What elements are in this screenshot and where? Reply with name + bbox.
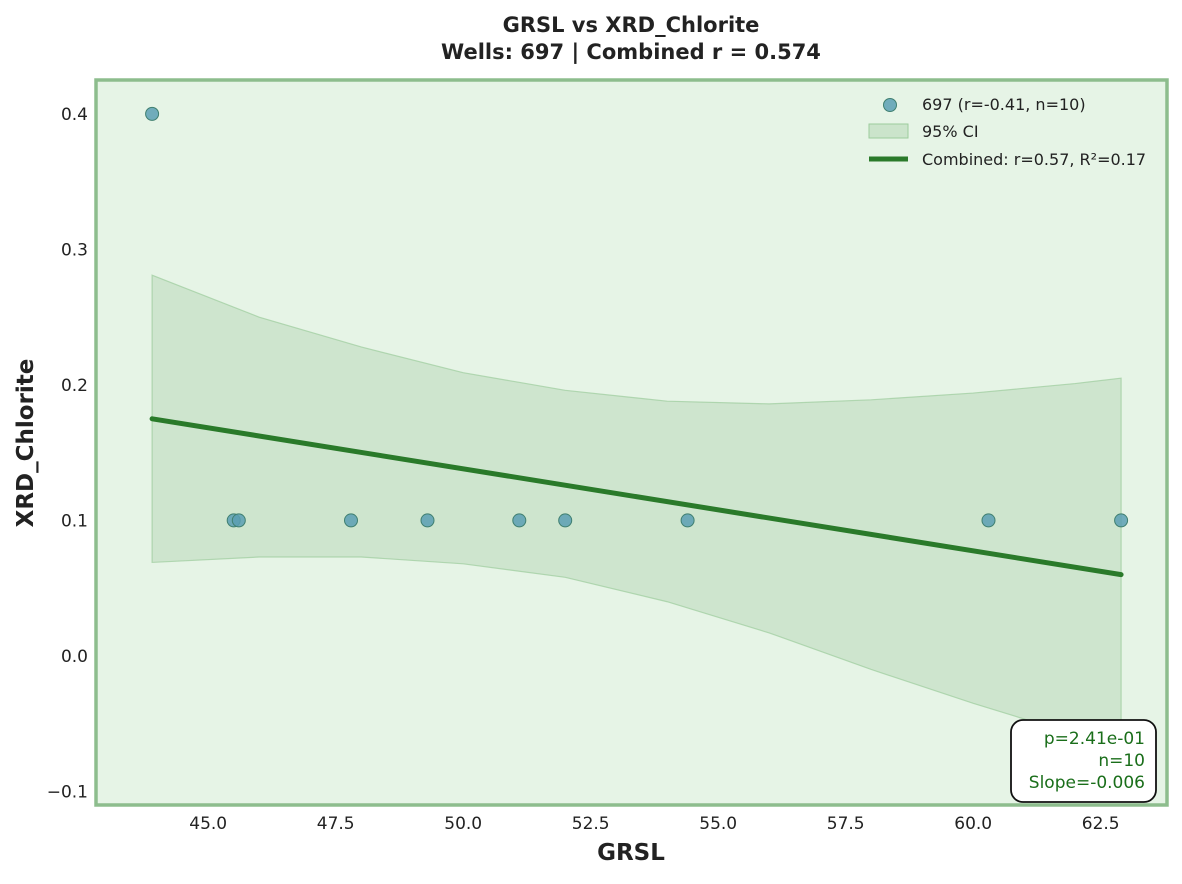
stats-box-frame bbox=[1010, 719, 1157, 803]
legend-label-scatter: 697 (r=-0.41, n=10) bbox=[922, 95, 1086, 114]
x-tick-label: 62.5 bbox=[1082, 814, 1120, 834]
x-tick-label: 52.5 bbox=[572, 814, 610, 834]
x-tick-label: 57.5 bbox=[827, 814, 865, 834]
legend-marker-scatter bbox=[883, 98, 897, 112]
x-tick-label: 55.0 bbox=[699, 814, 737, 834]
x-tick-label: 45.0 bbox=[189, 814, 227, 834]
scatter-point bbox=[420, 513, 435, 528]
scatter-point bbox=[344, 513, 358, 528]
stats-line: n=10 bbox=[1098, 751, 1145, 771]
x-tick-label: 60.0 bbox=[954, 814, 992, 834]
x-axis-label: GRSL bbox=[597, 840, 665, 866]
scatter-point bbox=[680, 513, 695, 528]
x-tick-label: 50.0 bbox=[444, 814, 482, 834]
scatter-point bbox=[1114, 513, 1129, 528]
legend-label-ci: 95% CI bbox=[922, 122, 979, 141]
scatter-point bbox=[145, 106, 160, 121]
scatter-point bbox=[981, 513, 996, 528]
scatter-point bbox=[558, 513, 573, 528]
x-tick-label: 47.5 bbox=[317, 814, 355, 834]
y-tick-label: 0.4 bbox=[61, 105, 88, 125]
legend: 697 (r=-0.41, n=10) 95% CI Combined: r=0.5… bbox=[868, 95, 1146, 169]
stats-line: p=2.41e-01 bbox=[1044, 729, 1145, 749]
y-tick-label: 0.1 bbox=[61, 511, 88, 531]
y-tick-label: 0.0 bbox=[61, 647, 88, 667]
legend-label-line: Combined: r=0.57, R²=0.17 bbox=[922, 150, 1146, 169]
scatter-point bbox=[512, 513, 527, 528]
plot-frame bbox=[94, 78, 1169, 807]
y-tick-label: −0.1 bbox=[47, 782, 88, 802]
regression-line bbox=[149, 416, 1124, 578]
stats-line: Slope=-0.006 bbox=[1029, 773, 1145, 793]
legend-marker-ci bbox=[868, 123, 909, 139]
scatter-point bbox=[231, 513, 246, 528]
y-axis-label: XRD_Chlorite bbox=[13, 359, 39, 528]
chart-subtitle: Wells: 697 | Combined r = 0.574 bbox=[441, 40, 821, 65]
y-tick-label: 0.2 bbox=[61, 376, 88, 396]
y-tick-label: 0.3 bbox=[61, 240, 88, 260]
chart-title: GRSL vs XRD_Chlorite bbox=[503, 13, 760, 37]
